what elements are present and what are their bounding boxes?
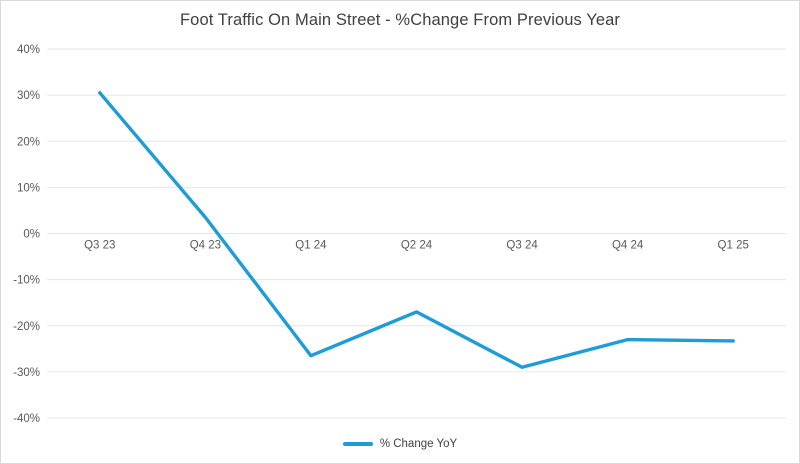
chart-title: Foot Traffic On Main Street - %Change Fr… — [180, 11, 620, 29]
series-line — [98, 91, 735, 369]
y-tick-label: 30% — [17, 90, 40, 102]
legend-line-swatch — [342, 442, 373, 446]
x-category-label: Q2 24 — [401, 240, 433, 252]
legend-label: % Change YoY — [379, 438, 458, 450]
y-tick-label: 10% — [17, 182, 40, 194]
y-tick-label: -20% — [13, 321, 40, 333]
y-tick-label: -30% — [13, 367, 40, 379]
y-tick-label: 0% — [23, 229, 40, 241]
y-tick-label: 40% — [17, 44, 40, 56]
legend: % Change YoY — [1, 438, 799, 450]
x-category-label: Q4 23 — [190, 240, 221, 252]
y-tick-label: -10% — [13, 275, 40, 287]
x-category-label: Q3 23 — [84, 240, 115, 252]
x-category-label: Q1 25 — [718, 240, 749, 252]
y-tick-label: 20% — [17, 136, 40, 148]
x-category-label: Q3 24 — [506, 240, 538, 252]
x-category-label: Q1 24 — [295, 240, 327, 252]
x-category-label: Q4 24 — [612, 240, 644, 252]
y-tick-label: -40% — [13, 413, 40, 425]
